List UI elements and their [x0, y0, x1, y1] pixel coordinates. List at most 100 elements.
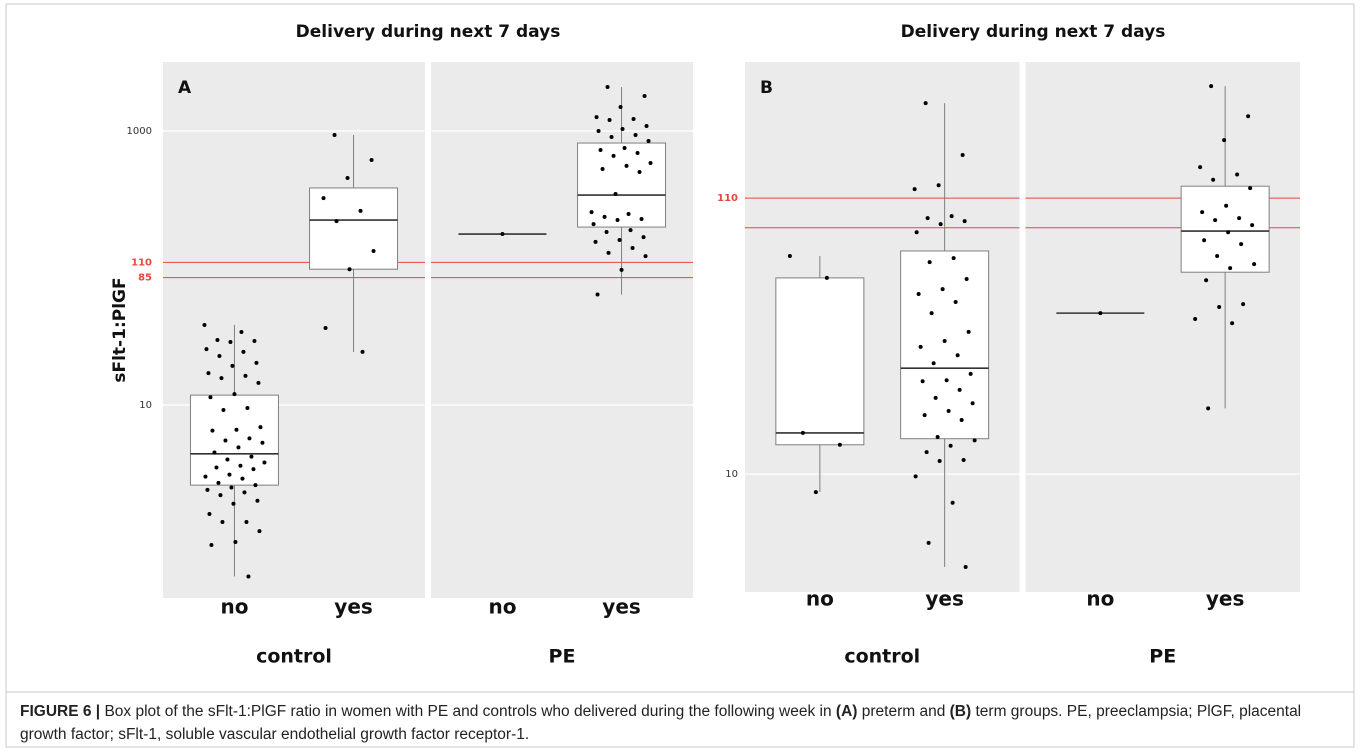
data-point	[202, 322, 207, 327]
data-point	[1239, 242, 1244, 247]
data-point	[1204, 278, 1209, 283]
data-point	[613, 191, 618, 196]
box	[309, 187, 399, 270]
data-point	[916, 292, 921, 297]
data-point	[321, 196, 326, 201]
data-point	[968, 371, 973, 376]
caption-bold: (B)	[949, 703, 972, 720]
data-point	[922, 413, 927, 418]
x-tick-label: no	[806, 587, 834, 611]
data-point	[1098, 311, 1103, 316]
panel-label: B	[760, 78, 773, 98]
box	[577, 142, 667, 228]
data-point	[203, 474, 208, 479]
data-point	[923, 101, 928, 106]
data-point	[242, 490, 247, 495]
panel-background	[163, 62, 425, 598]
data-point	[604, 230, 609, 235]
data-point	[605, 85, 610, 90]
panel-background	[431, 62, 693, 598]
data-point	[617, 238, 622, 243]
data-point	[236, 445, 241, 450]
data-point	[246, 574, 251, 579]
data-point	[210, 428, 215, 433]
data-point	[598, 147, 603, 152]
data-point	[1250, 223, 1255, 228]
data-point	[960, 153, 965, 158]
data-point	[1193, 316, 1198, 321]
caption-bold: (A)	[835, 703, 858, 720]
data-point	[252, 339, 257, 344]
data-point	[230, 363, 235, 368]
caption-text: Box plot of the sFlt-1:PlGF ratio in wom…	[104, 703, 832, 720]
data-point	[1202, 238, 1207, 243]
data-point	[1248, 186, 1253, 191]
data-point	[595, 292, 600, 297]
data-point	[233, 539, 238, 544]
data-point	[217, 353, 222, 358]
data-point	[358, 208, 363, 213]
data-point	[238, 463, 243, 468]
x-tick-label: yes	[925, 587, 964, 611]
caption-text: term groups. PE, preeclampsia; PlGF, pla…	[20, 703, 1302, 743]
data-point	[207, 512, 212, 517]
data-point	[360, 349, 365, 354]
data-point	[933, 395, 938, 400]
data-point	[347, 267, 352, 272]
data-point	[1224, 203, 1229, 208]
data-point	[925, 216, 930, 221]
data-point	[589, 210, 594, 215]
data-point	[938, 222, 943, 227]
y-axis-label: sFlt-1:PlGF	[110, 277, 130, 382]
data-point	[216, 480, 221, 485]
data-point	[913, 474, 918, 479]
x-tick-label: yes	[334, 595, 373, 619]
data-point	[970, 401, 975, 406]
box	[189, 394, 279, 486]
data-point	[950, 500, 955, 505]
data-point	[639, 216, 644, 221]
data-point	[227, 472, 232, 477]
box	[775, 277, 865, 446]
data-point	[619, 267, 624, 272]
data-point	[944, 378, 949, 383]
data-point	[962, 219, 967, 224]
data-point	[914, 230, 919, 235]
data-point	[255, 498, 260, 503]
data-point	[615, 218, 620, 223]
data-point	[257, 529, 262, 534]
data-point	[929, 311, 934, 316]
data-point	[622, 145, 627, 150]
data-point	[961, 458, 966, 463]
data-point	[215, 338, 220, 343]
data-point	[251, 467, 256, 472]
data-point	[334, 219, 339, 224]
data-point	[787, 254, 792, 259]
y-tick-label: 10	[139, 400, 152, 411]
data-point	[254, 360, 259, 365]
data-point	[942, 338, 947, 343]
data-point	[813, 490, 818, 495]
caption-bold: FIGURE 6 |	[20, 703, 101, 720]
data-point	[1206, 406, 1211, 411]
data-point	[241, 349, 246, 354]
data-point	[606, 250, 611, 255]
x-tick-label: yes	[602, 595, 641, 619]
data-point	[940, 287, 945, 292]
data-point	[256, 380, 261, 385]
data-point	[225, 457, 230, 462]
data-point	[644, 124, 649, 129]
data-point	[635, 151, 640, 156]
chart-title: Delivery during next 7 days	[901, 22, 1166, 42]
data-point	[240, 476, 245, 481]
data-point	[244, 519, 249, 524]
data-point	[371, 249, 376, 254]
data-point	[247, 436, 252, 441]
data-point	[500, 232, 505, 237]
data-point	[221, 407, 226, 412]
data-point	[206, 371, 211, 376]
facet-label: control	[256, 646, 332, 668]
data-point	[593, 239, 598, 244]
data-point	[600, 167, 605, 172]
x-tick-label: no	[220, 595, 248, 619]
